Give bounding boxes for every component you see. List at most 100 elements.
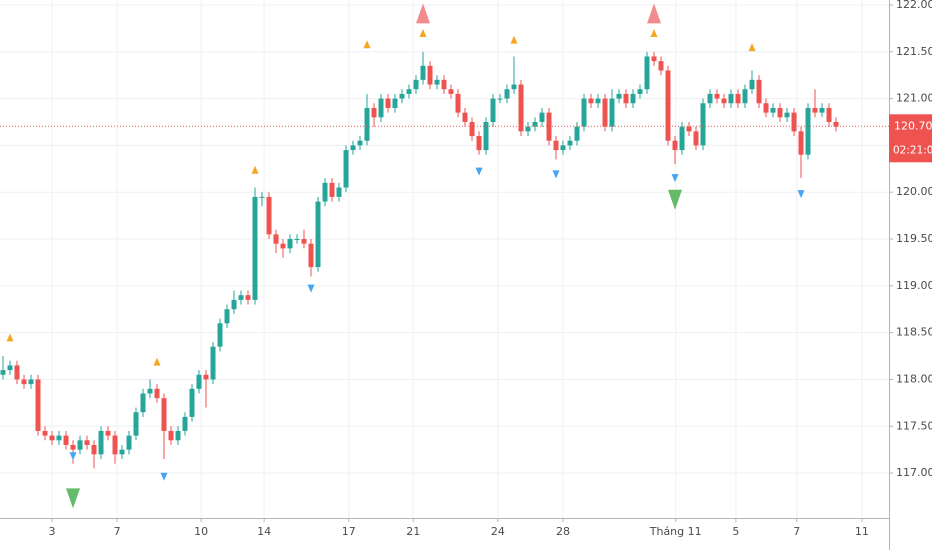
candle-body — [105, 430, 111, 436]
candle-body — [483, 121, 489, 151]
candle-body — [812, 107, 818, 113]
candle-body — [770, 107, 776, 113]
candle-body — [77, 440, 83, 450]
signal-marker — [153, 357, 161, 366]
candle-body — [427, 65, 433, 85]
candle-body — [574, 126, 580, 141]
candle-body — [763, 103, 769, 113]
x-tick-label: 5 — [732, 525, 739, 538]
candle-body — [147, 388, 153, 394]
candle-body — [714, 93, 720, 99]
candle-body — [651, 56, 657, 62]
candle-body — [791, 112, 797, 132]
signal-marker — [647, 3, 662, 24]
candle-body — [448, 89, 454, 94]
candle-body — [469, 121, 475, 137]
signal-marker — [671, 174, 679, 183]
candle-body — [189, 388, 195, 417]
y-tick-label: 121.500 — [896, 45, 932, 58]
candle-body — [595, 98, 601, 104]
candle-body — [658, 61, 664, 71]
candle-body — [126, 435, 132, 450]
x-tick-label: 7 — [793, 525, 800, 538]
x-tick-label: 7 — [114, 525, 121, 538]
candle-body — [721, 98, 727, 104]
x-tick-label: 3 — [49, 525, 56, 538]
signal-marker — [307, 284, 315, 293]
y-tick-label: 120.000 — [896, 185, 932, 198]
candle-body — [553, 140, 559, 151]
candle-body — [700, 103, 706, 146]
candle-body — [322, 182, 328, 202]
candle-body — [826, 107, 832, 122]
candle-body — [70, 444, 76, 450]
candle-body — [406, 89, 412, 94]
y-tick-label: 119.000 — [896, 279, 932, 292]
signal-marker — [552, 170, 560, 179]
candle-body — [399, 93, 405, 99]
x-tick-label: 28 — [556, 525, 570, 538]
y-tick-label: 118.500 — [896, 326, 932, 339]
candle-body — [252, 196, 258, 300]
candle-body — [140, 393, 146, 413]
price-tag — [889, 114, 932, 163]
y-tick-label: 117.500 — [896, 419, 932, 432]
candle-body — [665, 70, 671, 141]
candle-body — [7, 365, 13, 371]
candle-body — [84, 440, 90, 445]
candle-body — [511, 84, 517, 90]
y-tick-label: 121.000 — [896, 92, 932, 105]
candle-body — [301, 239, 307, 244]
signal-marker — [66, 488, 81, 509]
candle-body — [378, 98, 384, 118]
candle-body — [161, 398, 167, 431]
signal-marker — [650, 29, 658, 38]
candle-body — [385, 98, 391, 108]
candle-body — [686, 126, 692, 132]
signal-marker — [160, 472, 168, 481]
candle-body — [364, 107, 370, 141]
candle-body — [420, 65, 426, 80]
candle-body — [315, 201, 321, 268]
candle-body — [63, 435, 69, 445]
candle-body — [210, 346, 216, 380]
candle-body — [735, 93, 741, 104]
signal-marker — [251, 165, 259, 174]
candle-body — [28, 379, 34, 385]
candle-body — [294, 239, 300, 241]
signal-marker — [668, 189, 683, 210]
signal-marker — [475, 167, 483, 176]
signal-marker — [69, 452, 77, 461]
candle-body — [154, 388, 160, 399]
candle-body — [231, 299, 237, 310]
candle-body — [693, 131, 699, 146]
signal-marker — [510, 35, 518, 44]
candle-body — [98, 430, 104, 455]
candle-body — [21, 379, 27, 385]
candle-body — [777, 107, 783, 118]
candle-body — [133, 412, 139, 436]
y-tick-label: 117.000 — [896, 466, 932, 479]
candle-body — [42, 430, 48, 436]
x-tick-label: 17 — [342, 525, 356, 538]
candle-body — [742, 89, 748, 104]
candle-body — [707, 93, 713, 104]
candle-body — [266, 196, 272, 235]
candle-body — [560, 145, 566, 151]
candle-body — [49, 435, 55, 441]
signal-marker — [6, 333, 14, 342]
candle-body — [518, 84, 524, 132]
candle-body — [602, 98, 608, 127]
candle-body — [609, 98, 615, 127]
candle-body — [196, 374, 202, 389]
candle-body — [112, 435, 118, 455]
candle-body — [259, 196, 265, 198]
signal-marker — [419, 29, 427, 38]
candle-body — [455, 93, 461, 113]
candle-body — [756, 79, 762, 104]
candle-body — [434, 79, 440, 85]
candle-body — [168, 430, 174, 441]
candle-body — [532, 121, 538, 127]
